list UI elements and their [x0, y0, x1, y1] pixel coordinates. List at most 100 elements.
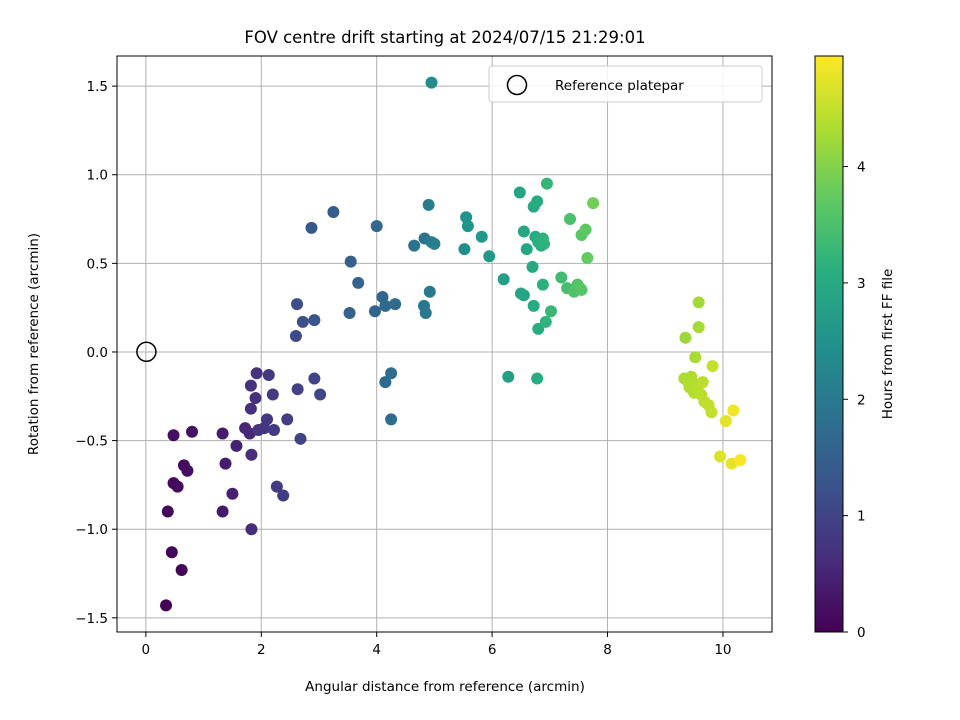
data-point: [296, 315, 309, 328]
data-point: [422, 198, 435, 211]
data-point: [692, 296, 705, 309]
data-point: [544, 305, 557, 318]
data-point: [502, 370, 515, 383]
data-point: [261, 413, 274, 426]
data-point: [532, 322, 545, 335]
x-tick-label: 10: [714, 642, 731, 658]
colorbar-tick-label: 4: [857, 160, 866, 176]
colorbar-tick-label: 3: [857, 276, 866, 292]
y-axis-label: Rotation from reference (arcmin): [26, 233, 42, 455]
colorbar-tick-label: 1: [857, 509, 866, 525]
plot-frame: [116, 55, 773, 633]
data-point: [267, 423, 280, 436]
data-point: [517, 225, 530, 238]
x-tick-label: 2: [257, 642, 266, 658]
data-point: [160, 599, 173, 612]
y-axis-ticks: −1.5 −1.0 −0.5 0.0 0.5 1.0 1.5: [75, 79, 117, 627]
data-point: [389, 298, 402, 311]
data-point: [727, 404, 740, 417]
data-point: [564, 213, 577, 226]
data-point: [368, 305, 381, 318]
data-point: [219, 457, 232, 470]
data-point: [531, 195, 544, 208]
data-point: [165, 546, 178, 559]
data-point: [461, 220, 474, 233]
data-point: [270, 480, 283, 493]
data-point: [517, 289, 530, 302]
data-point: [161, 505, 174, 518]
data-point: [352, 276, 365, 289]
data-point: [343, 306, 356, 319]
colorbar-tick-label: 2: [857, 392, 866, 408]
data-point: [679, 331, 692, 344]
data-point: [385, 413, 398, 426]
data-point: [513, 186, 526, 199]
data-point: [458, 243, 471, 256]
data-point: [714, 450, 727, 463]
x-axis-ticks: 0 2 4 6 8 10: [142, 632, 732, 658]
data-point: [385, 367, 398, 380]
data-point: [540, 177, 553, 190]
y-tick-label: 1.0: [87, 168, 108, 184]
data-point: [379, 299, 392, 312]
y-tick-label: 0.0: [87, 345, 108, 361]
data-point: [291, 298, 304, 311]
y-tick-label: 1.5: [87, 79, 108, 95]
data-point: [281, 413, 294, 426]
data-point: [186, 425, 199, 438]
data-point: [575, 283, 588, 296]
data-point: [289, 330, 302, 343]
data-point: [216, 505, 229, 518]
data-point: [314, 388, 327, 401]
data-point: [692, 321, 705, 334]
data-point: [308, 314, 321, 327]
data-point: [175, 563, 188, 576]
data-point: [167, 429, 180, 442]
data-point: [262, 369, 275, 382]
data-point: [327, 205, 340, 218]
data-point: [266, 388, 279, 401]
data-point: [308, 372, 321, 385]
data-point: [244, 379, 257, 392]
data-point: [483, 250, 496, 263]
data-point: [291, 383, 304, 396]
colorbar-ticks: 0 1 2 3 4: [843, 160, 866, 641]
x-tick-label: 8: [603, 642, 612, 658]
data-point: [419, 306, 432, 319]
colorbar-tick-label: 0: [857, 625, 866, 641]
data-point: [696, 376, 709, 389]
data-point: [719, 415, 732, 428]
data-point: [475, 230, 488, 243]
data-point: [425, 76, 438, 89]
data-point: [579, 223, 592, 236]
data-point: [171, 480, 184, 493]
data-point: [181, 464, 194, 477]
data-point: [734, 454, 747, 467]
data-point: [536, 278, 549, 291]
colorbar-gradient: [815, 56, 843, 632]
data-point: [249, 392, 262, 405]
x-tick-label: 4: [372, 642, 381, 658]
legend-reference-label: Reference platepar: [555, 78, 684, 94]
data-point: [370, 220, 383, 233]
y-tick-label: −1.5: [75, 611, 108, 627]
data-point: [379, 376, 392, 389]
data-point: [497, 273, 510, 286]
data-point: [244, 402, 257, 415]
legend-reference-marker: [506, 74, 528, 96]
data-point: [423, 285, 436, 298]
legend-box: [488, 65, 763, 103]
data-point: [526, 260, 539, 273]
data-point: [581, 252, 594, 265]
data-point: [555, 271, 568, 284]
data-point: [520, 243, 533, 256]
y-tick-label: −1.0: [75, 522, 108, 538]
data-point: [226, 487, 239, 500]
legend: Reference platepar: [488, 65, 763, 103]
x-axis-label: Angular distance from reference (arcmin): [305, 679, 585, 695]
reference-marker: [136, 341, 157, 363]
x-tick-label: 6: [488, 642, 497, 658]
y-tick-label: −0.5: [75, 434, 108, 450]
data-point: [428, 237, 441, 250]
